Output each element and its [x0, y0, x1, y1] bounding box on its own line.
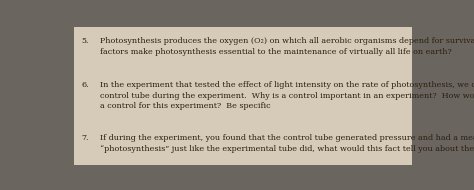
- Text: 7.: 7.: [82, 134, 89, 142]
- Text: 6.: 6.: [82, 81, 89, 89]
- FancyBboxPatch shape: [74, 27, 412, 165]
- Text: “photosynthesis” just like the experimental tube did, what would this fact tell : “photosynthesis” just like the experimen…: [100, 145, 474, 153]
- Text: factors make photosynthesis essential to the maintenance of virtually all life o: factors make photosynthesis essential to…: [100, 48, 451, 56]
- Text: Photosynthesis produces the oxygen (O₂) on which all aerobic organisms depend fo: Photosynthesis produces the oxygen (O₂) …: [100, 37, 474, 45]
- Text: a control for this experiment?  Be specific: a control for this experiment? Be specif…: [100, 102, 270, 110]
- Text: control tube during the experiment.  Why is a control important in an experiment: control tube during the experiment. Why …: [100, 92, 474, 100]
- Text: 5.: 5.: [82, 37, 89, 45]
- Text: If during the experiment, you found that the control tube generated pressure and: If during the experiment, you found that…: [100, 134, 474, 142]
- Text: In the experiment that tested the effect of light intensity on the rate of photo: In the experiment that tested the effect…: [100, 81, 474, 89]
